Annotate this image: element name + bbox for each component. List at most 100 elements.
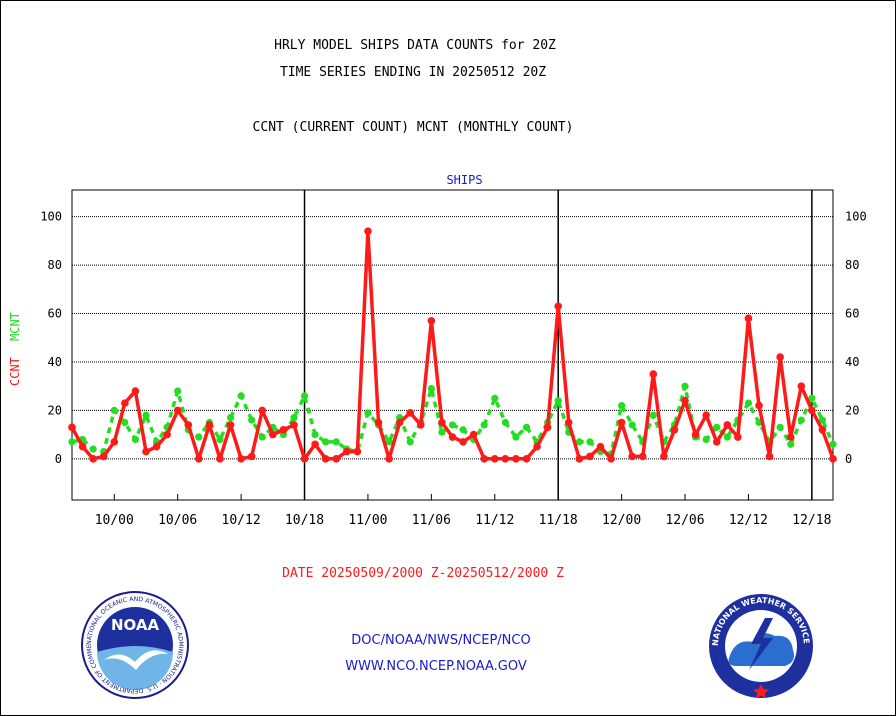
- data-point-ccnt: [596, 442, 605, 451]
- panel-title: SHIPS: [446, 173, 482, 187]
- noaa-logo-icon: NOAA NATIONAL OCEANIC AND ATMOSPHERIC AD…: [80, 590, 189, 699]
- data-point-mcnt: [776, 423, 784, 431]
- data-point-mcnt: [237, 392, 245, 400]
- data-point-ccnt: [522, 455, 531, 463]
- data-point-mcnt: [248, 416, 256, 424]
- data-point-ccnt: [163, 430, 171, 439]
- data-point-mcnt: [808, 394, 816, 402]
- data-point-ccnt: [533, 442, 541, 451]
- x-tick-label: 11/18: [539, 513, 578, 528]
- data-point-mcnt: [216, 435, 224, 444]
- data-point-mcnt: [110, 406, 118, 414]
- data-point-ccnt: [691, 430, 700, 439]
- data-point-ccnt: [490, 455, 499, 463]
- data-point-ccnt: [142, 447, 150, 456]
- data-point-mcnt: [628, 421, 636, 429]
- data-point-mcnt: [501, 418, 509, 427]
- x-tick-label: 12/06: [665, 513, 704, 528]
- data-point-mcnt: [702, 435, 710, 444]
- data-point-ccnt: [173, 406, 182, 415]
- data-point-mcnt: [554, 397, 562, 405]
- y-tick-label-right: 80: [845, 258, 859, 272]
- data-point-mcnt: [311, 431, 319, 439]
- data-point-mcnt: [121, 418, 129, 427]
- data-point-ccnt: [406, 409, 415, 417]
- data-point-ccnt: [152, 442, 161, 451]
- data-point-mcnt: [713, 423, 721, 431]
- x-tick-label: 12/12: [729, 513, 768, 528]
- y-tick-label-right: 20: [845, 403, 859, 417]
- y-axis-label-mcnt: MCNT: [8, 312, 22, 341]
- data-point-ccnt: [195, 455, 203, 463]
- x-tick-label: 10/18: [285, 513, 324, 528]
- data-point-ccnt: [808, 406, 816, 415]
- data-point-ccnt: [712, 438, 721, 446]
- data-point-ccnt: [670, 425, 679, 434]
- noaa-logo-text: NOAA: [111, 616, 160, 634]
- y-tick-label-left: 80: [48, 258, 62, 272]
- data-point-ccnt: [110, 438, 119, 446]
- data-point-mcnt: [195, 433, 203, 441]
- data-point-mcnt: [68, 438, 76, 446]
- data-point-mcnt: [332, 438, 340, 446]
- data-point-mcnt: [586, 438, 594, 446]
- data-point-mcnt: [723, 433, 731, 441]
- x-tick-label: 11/06: [412, 513, 451, 528]
- data-point-mcnt: [787, 440, 795, 448]
- data-point-ccnt: [290, 421, 298, 429]
- y-tick-label-right: 40: [845, 355, 859, 369]
- data-point-ccnt: [121, 399, 129, 407]
- data-point-ccnt: [797, 382, 806, 390]
- data-point-ccnt: [459, 438, 467, 446]
- data-point-mcnt: [618, 401, 626, 410]
- data-point-mcnt: [226, 414, 235, 422]
- data-point-ccnt: [364, 227, 372, 235]
- data-point-mcnt: [459, 426, 467, 434]
- data-point-mcnt: [829, 440, 837, 448]
- data-point-ccnt: [247, 452, 256, 461]
- data-point-ccnt: [205, 421, 214, 429]
- data-point-mcnt: [512, 433, 520, 441]
- data-point-ccnt: [564, 418, 573, 427]
- data-point-ccnt: [755, 401, 763, 410]
- data-point-ccnt: [607, 455, 615, 463]
- org-link[interactable]: DOC/NOAA/NWS/NCEP/NCO: [351, 633, 531, 648]
- chart-title-line1: HRLY MODEL SHIPS DATA COUNTS for 20Z: [274, 38, 556, 53]
- data-point-ccnt: [99, 452, 108, 461]
- data-point-mcnt: [89, 445, 97, 453]
- data-point-ccnt: [216, 455, 224, 463]
- data-point-ccnt: [385, 455, 393, 463]
- data-point-ccnt: [68, 423, 76, 432]
- website-link[interactable]: WWW.NCO.NCEP.NOAA.GOV: [345, 659, 527, 674]
- data-point-ccnt: [332, 455, 341, 463]
- data-point-ccnt: [829, 455, 837, 463]
- data-point-ccnt: [438, 418, 446, 427]
- data-point-ccnt: [543, 423, 552, 432]
- data-point-ccnt: [501, 455, 510, 463]
- data-point-mcnt: [385, 438, 393, 446]
- data-point-ccnt: [512, 455, 520, 463]
- data-point-ccnt: [343, 447, 351, 456]
- data-point-ccnt: [818, 425, 827, 434]
- y-tick-label-left: 20: [48, 403, 62, 417]
- data-point-mcnt: [797, 416, 805, 424]
- data-point-ccnt: [480, 455, 489, 463]
- data-point-mcnt: [258, 433, 266, 441]
- y-tick-label-left: 100: [40, 210, 62, 224]
- x-tick-label: 10/12: [222, 513, 261, 528]
- nws-logo-icon: NATIONAL WEATHER SERVICE: [709, 594, 813, 699]
- data-point-ccnt: [649, 370, 658, 378]
- data-point-ccnt: [78, 442, 87, 451]
- chart-subtitle: CCNT (CURRENT COUNT) MCNT (MONTHLY COUNT…: [252, 120, 574, 135]
- data-point-ccnt: [681, 396, 689, 405]
- data-point-ccnt: [638, 452, 647, 461]
- data-point-ccnt: [786, 433, 795, 441]
- data-point-mcnt: [427, 384, 435, 393]
- data-point-mcnt: [491, 394, 499, 402]
- data-point-mcnt: [142, 411, 150, 419]
- data-point-ccnt: [734, 433, 742, 441]
- data-point-ccnt: [628, 452, 636, 461]
- data-point-ccnt: [395, 418, 404, 427]
- data-point-ccnt: [258, 406, 267, 415]
